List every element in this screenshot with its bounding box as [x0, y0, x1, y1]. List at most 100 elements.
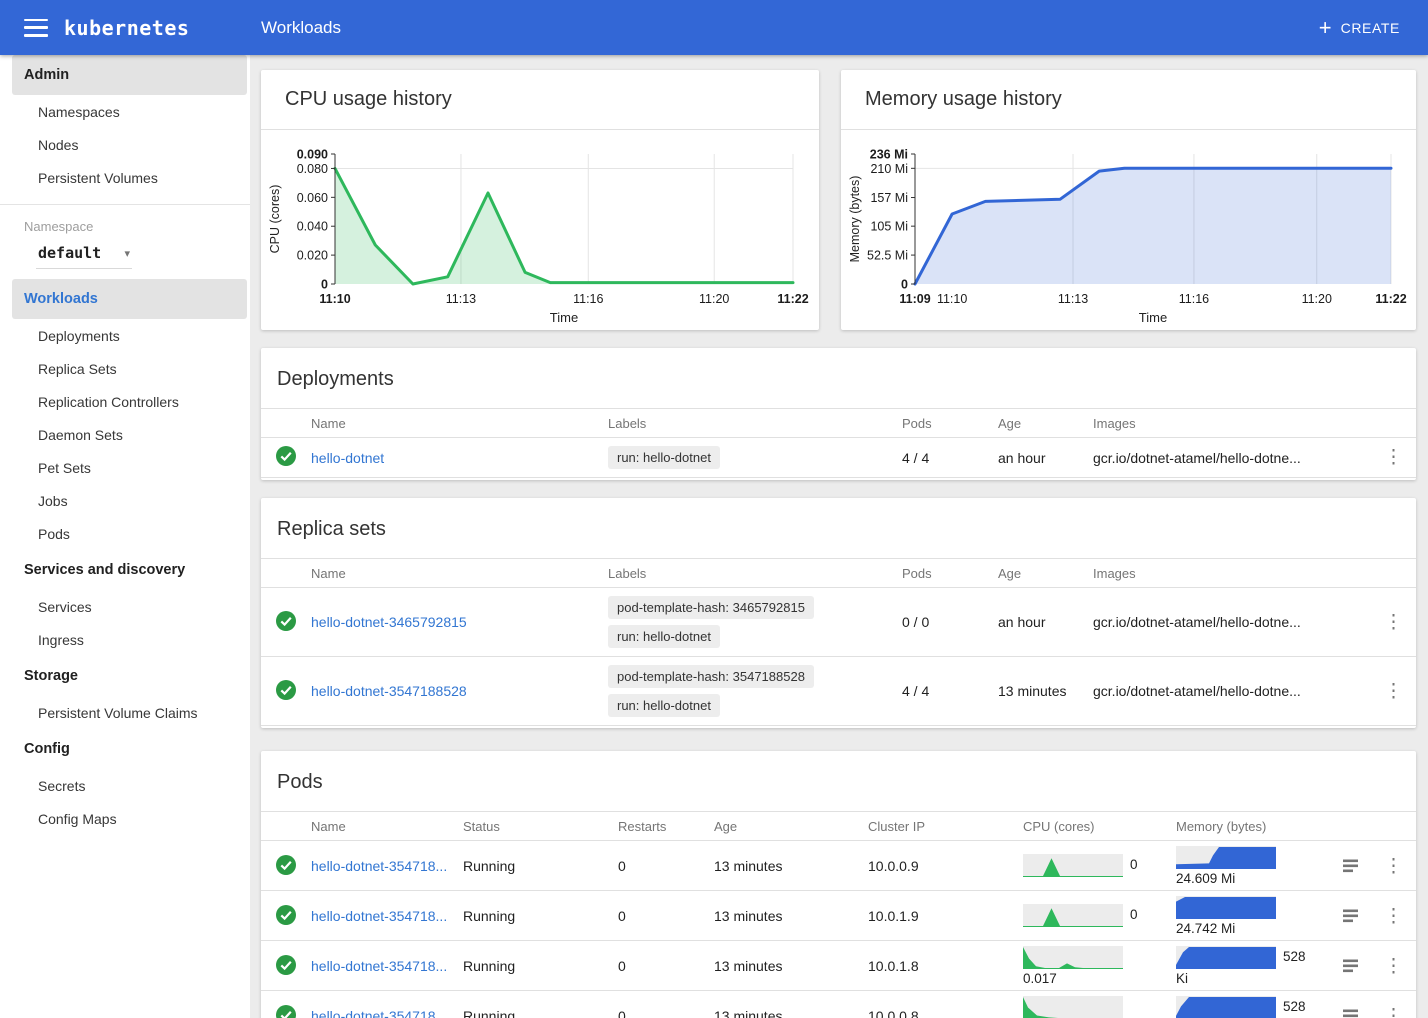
labels-cell: run: hello-dotnet — [608, 438, 902, 477]
label-chip: run: hello-dotnet — [608, 446, 720, 469]
svg-text:CPU (cores): CPU (cores) — [268, 185, 282, 254]
cpu-sparkline — [1023, 996, 1123, 1018]
column-header-name: Name — [311, 818, 346, 834]
pods-count: 4 / 4 — [902, 683, 930, 699]
pod-name-link[interactable]: hello-dotnet-354718... — [311, 958, 448, 974]
pods-count: 0 / 0 — [902, 614, 930, 630]
status-ok-icon — [276, 679, 296, 703]
memory-sparkline-cell: 24.742 Mi — [1176, 891, 1331, 941]
sidebar-item-secrets[interactable]: Secrets — [38, 777, 86, 794]
create-button-label: CREATE — [1340, 19, 1400, 36]
logs-icon[interactable] — [1342, 1008, 1360, 1018]
age-value: an hour — [998, 614, 1046, 630]
sidebar-item-ingress[interactable]: Ingress — [38, 631, 84, 648]
metric-value: 0 — [1130, 907, 1138, 922]
pod-age: 13 minutes — [714, 958, 783, 974]
sidebar-item-storage[interactable]: Storage — [24, 668, 78, 684]
memory-chart-title: Memory usage history — [841, 70, 1416, 130]
namespace-select[interactable]: default ▾ — [36, 242, 132, 269]
images-value: gcr.io/dotnet-atamel/hello-dotne... — [1093, 683, 1301, 699]
metric-value: 528 — [1283, 949, 1306, 964]
sidebar-item-replica-sets[interactable]: Replica Sets — [38, 360, 117, 377]
kebab-menu-icon[interactable]: ⋮ — [1384, 611, 1403, 633]
cpu-sparkline-cell: 0.017 — [1023, 941, 1176, 991]
svg-text:Memory (bytes): Memory (bytes) — [848, 176, 862, 263]
sidebar-item-services[interactable]: Services — [38, 598, 92, 615]
svg-text:52.5 Mi: 52.5 Mi — [867, 249, 908, 263]
app-logo[interactable]: kubernetes — [64, 15, 190, 40]
memory-sparkline — [1176, 846, 1276, 869]
sidebar-item-daemon-sets[interactable]: Daemon Sets — [38, 426, 123, 443]
status-ok-icon — [276, 904, 296, 928]
sidebar-item-persistent-volume-claims[interactable]: Persistent Volume Claims — [38, 704, 198, 721]
sidebar-item-config[interactable]: Config — [24, 741, 70, 757]
cpu-sparkline-cell: 0 — [1023, 841, 1176, 891]
status-ok-icon — [276, 854, 296, 878]
sidebar-item-services-and-discovery[interactable]: Services and discovery — [24, 562, 186, 578]
column-header-images: Images — [1093, 565, 1136, 581]
pod-name-link[interactable]: hello-dotnet-354718... — [311, 1008, 448, 1018]
main-content: CPU usage history 0.090 0.080 0.060 0.040 0.… — [250, 55, 1428, 1018]
column-header-images: Images — [1093, 415, 1136, 431]
status-cell — [261, 1004, 311, 1018]
deployments-header-row: Name Labels Pods Age Images — [261, 408, 1416, 438]
cpu-usage-card: CPU usage history 0.090 0.080 0.060 0.040 0.… — [261, 70, 819, 330]
pod-age: 13 minutes — [714, 1008, 783, 1018]
kebab-menu-icon[interactable]: ⋮ — [1384, 1005, 1403, 1018]
pod-name-link[interactable]: hello-dotnet-354718... — [311, 908, 448, 924]
memory-usage-card: Memory usage history 236 Mi 210 Mi 157 Mi 1… — [841, 70, 1416, 330]
status-ok-icon — [276, 446, 296, 469]
svg-text:236 Mi: 236 Mi — [870, 148, 908, 162]
kebab-menu-icon[interactable]: ⋮ — [1384, 447, 1403, 468]
sidebar-item-namespaces[interactable]: Namespaces — [38, 103, 120, 120]
pod-status: Running — [463, 958, 516, 974]
kebab-menu-icon[interactable]: ⋮ — [1384, 680, 1403, 702]
sidebar-item-persistent-volumes[interactable]: Persistent Volumes — [38, 169, 158, 186]
svg-text:210 Mi: 210 Mi — [870, 162, 908, 176]
logs-icon[interactable] — [1342, 908, 1360, 924]
sidebar-item-pods[interactable]: Pods — [38, 525, 70, 542]
kebab-menu-icon[interactable]: ⋮ — [1384, 955, 1403, 977]
logs-icon[interactable] — [1342, 958, 1360, 974]
sidebar-item-config-maps[interactable]: Config Maps — [38, 810, 117, 827]
cpu-sparkline-cell: 0.064 — [1023, 991, 1176, 1018]
sidebar-item-jobs[interactable]: Jobs — [38, 492, 68, 509]
pod-restarts: 0 — [618, 1008, 626, 1018]
images-value: gcr.io/dotnet-atamel/hello-dotne... — [1093, 614, 1301, 630]
pod-cluster-ip: 10.0.0.8 — [868, 1008, 919, 1018]
status-cell — [261, 446, 311, 469]
svg-text:157 Mi: 157 Mi — [870, 191, 908, 205]
memory-sparkline — [1176, 896, 1276, 919]
replica-sets-title: Replica sets — [277, 518, 386, 540]
column-header-age: Age — [714, 818, 738, 834]
resource-name-link[interactable]: hello-dotnet — [311, 449, 385, 466]
create-button[interactable]: + CREATE — [1313, 16, 1406, 40]
sidebar-item-deployments[interactable]: Deployments — [38, 327, 120, 344]
pod-cluster-ip: 10.0.0.9 — [868, 858, 919, 874]
sidebar-item-pet-sets[interactable]: Pet Sets — [38, 459, 91, 476]
svg-text:11:20: 11:20 — [1302, 292, 1332, 306]
sidebar-item-nodes[interactable]: Nodes — [38, 136, 79, 153]
svg-text:11:16: 11:16 — [1179, 292, 1209, 306]
sidebar-item-replication-controllers[interactable]: Replication Controllers — [38, 393, 179, 410]
resource-name-link[interactable]: hello-dotnet-3465792815 — [311, 614, 467, 630]
pod-cluster-ip: 10.0.1.8 — [868, 958, 919, 974]
sidebar-item-workloads[interactable]: Workloads — [12, 279, 247, 319]
kebab-menu-icon[interactable]: ⋮ — [1384, 905, 1403, 927]
pod-name-link[interactable]: hello-dotnet-354718... — [311, 858, 448, 874]
kebab-menu-icon[interactable]: ⋮ — [1384, 855, 1403, 877]
cpu-chart-title: CPU usage history — [261, 70, 819, 130]
pods-header-row: Name Status Restarts Age Cluster IP CPU (core… — [261, 811, 1416, 841]
resource-name-link[interactable]: hello-dotnet-3547188528 — [311, 683, 467, 699]
status-cell — [261, 904, 311, 928]
sidebar-item-admin[interactable]: Admin — [12, 55, 247, 95]
svg-text:11:20: 11:20 — [699, 292, 729, 306]
logs-icon[interactable] — [1342, 858, 1360, 874]
metric-value: 0 — [1130, 857, 1138, 872]
replica-sets-card: Replica sets Name Labels Pods Age Images hel… — [261, 498, 1416, 728]
menu-icon[interactable] — [24, 18, 48, 37]
memory-sparkline-cell: 24.609 Mi — [1176, 841, 1331, 891]
